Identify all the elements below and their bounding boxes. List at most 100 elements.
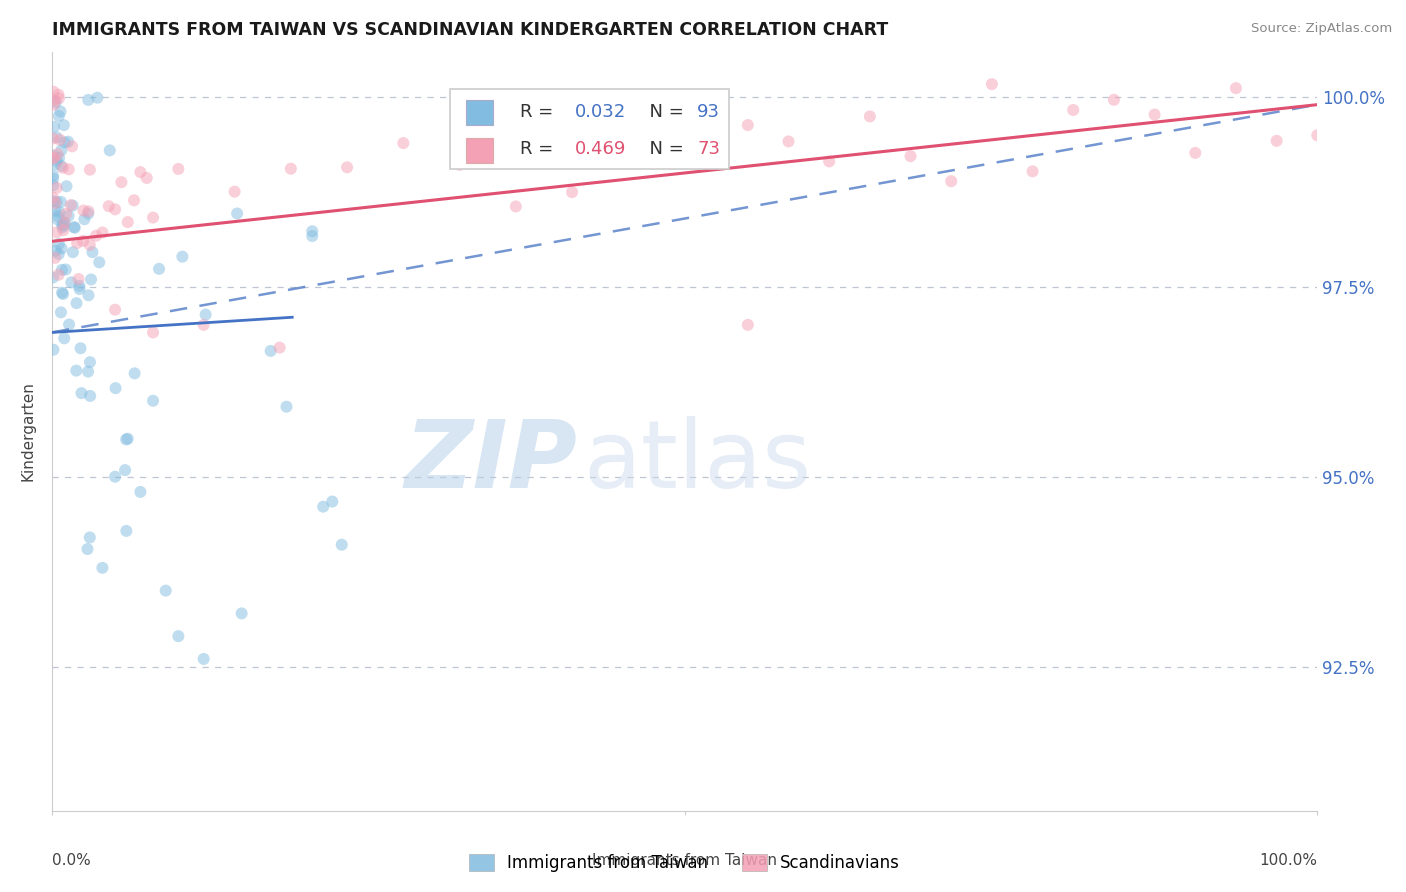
Point bbox=[51, 218, 73, 232]
Point bbox=[172, 250, 194, 264]
Point bbox=[52, 287, 75, 301]
Point bbox=[91, 226, 114, 240]
Text: N =: N = bbox=[638, 103, 689, 120]
Point bbox=[269, 341, 291, 355]
Point bbox=[449, 158, 471, 172]
Point bbox=[48, 247, 70, 261]
Point bbox=[1102, 93, 1125, 107]
Point bbox=[330, 538, 353, 552]
Point bbox=[301, 224, 323, 238]
Point bbox=[60, 276, 83, 290]
Point bbox=[301, 229, 323, 244]
Point bbox=[231, 607, 253, 621]
Point bbox=[69, 341, 91, 355]
Point bbox=[72, 234, 94, 248]
Point bbox=[194, 308, 217, 322]
Point bbox=[42, 171, 65, 186]
Point bbox=[67, 279, 90, 293]
Point bbox=[104, 381, 127, 395]
Point bbox=[142, 393, 165, 408]
Point bbox=[44, 157, 66, 171]
Point bbox=[114, 463, 136, 477]
Point bbox=[392, 136, 415, 150]
Point bbox=[129, 165, 152, 179]
Point bbox=[51, 285, 73, 300]
Point bbox=[49, 104, 72, 119]
Point bbox=[48, 151, 70, 165]
Point bbox=[42, 85, 65, 99]
Point bbox=[58, 162, 80, 177]
Point bbox=[53, 331, 76, 345]
Point bbox=[980, 77, 1002, 91]
Point bbox=[155, 583, 177, 598]
Point bbox=[224, 185, 246, 199]
Text: Immigrants from Taiwan: Immigrants from Taiwan bbox=[592, 853, 778, 868]
Point bbox=[53, 216, 76, 230]
Point bbox=[321, 494, 343, 508]
Point bbox=[65, 363, 87, 377]
FancyBboxPatch shape bbox=[450, 89, 728, 169]
Point bbox=[48, 205, 70, 219]
Point bbox=[818, 154, 841, 169]
Point bbox=[42, 169, 65, 183]
Point bbox=[115, 524, 138, 538]
Point bbox=[280, 161, 302, 176]
Point bbox=[52, 118, 75, 132]
Point bbox=[1225, 81, 1247, 95]
Point bbox=[67, 272, 90, 286]
Point bbox=[1021, 164, 1043, 178]
Point bbox=[77, 365, 100, 379]
Point bbox=[65, 296, 87, 310]
Point bbox=[79, 162, 101, 177]
Point bbox=[42, 343, 65, 357]
FancyBboxPatch shape bbox=[465, 100, 494, 126]
Point bbox=[51, 263, 73, 277]
Text: 0.0%: 0.0% bbox=[52, 853, 90, 868]
Point bbox=[48, 87, 70, 102]
Point bbox=[778, 135, 800, 149]
Point bbox=[104, 202, 127, 217]
Point bbox=[122, 194, 145, 208]
Legend: Immigrants from Taiwan, Scandinavians: Immigrants from Taiwan, Scandinavians bbox=[463, 847, 907, 879]
Point bbox=[129, 484, 152, 499]
Point bbox=[56, 135, 79, 149]
Point bbox=[42, 270, 65, 285]
Point bbox=[900, 149, 922, 163]
Point bbox=[46, 147, 69, 161]
Point bbox=[49, 194, 72, 209]
Point bbox=[142, 211, 165, 225]
Point bbox=[44, 150, 66, 164]
Point bbox=[737, 318, 759, 332]
Point bbox=[51, 220, 73, 235]
FancyBboxPatch shape bbox=[465, 137, 494, 163]
Point bbox=[49, 133, 72, 147]
Point bbox=[69, 282, 91, 296]
Point bbox=[82, 245, 104, 260]
Text: R =: R = bbox=[520, 103, 560, 120]
Point bbox=[58, 209, 80, 223]
Point bbox=[49, 159, 72, 173]
Point bbox=[193, 652, 215, 666]
Point bbox=[63, 220, 86, 235]
Text: 73: 73 bbox=[697, 140, 720, 158]
Point bbox=[53, 136, 76, 150]
Point bbox=[42, 194, 65, 209]
Point bbox=[76, 542, 98, 557]
Point bbox=[124, 367, 146, 381]
Point bbox=[859, 109, 882, 123]
Point bbox=[51, 242, 73, 256]
Point bbox=[51, 143, 73, 157]
Point bbox=[84, 228, 107, 243]
Point bbox=[44, 251, 66, 265]
Point bbox=[55, 207, 77, 221]
Point bbox=[737, 118, 759, 132]
Point bbox=[52, 161, 75, 175]
Point bbox=[89, 255, 111, 269]
Point bbox=[62, 198, 84, 212]
Text: R =: R = bbox=[520, 140, 560, 158]
Point bbox=[48, 91, 70, 105]
Point bbox=[98, 144, 121, 158]
Point bbox=[59, 198, 82, 212]
Point bbox=[44, 244, 66, 258]
Point bbox=[79, 389, 101, 403]
